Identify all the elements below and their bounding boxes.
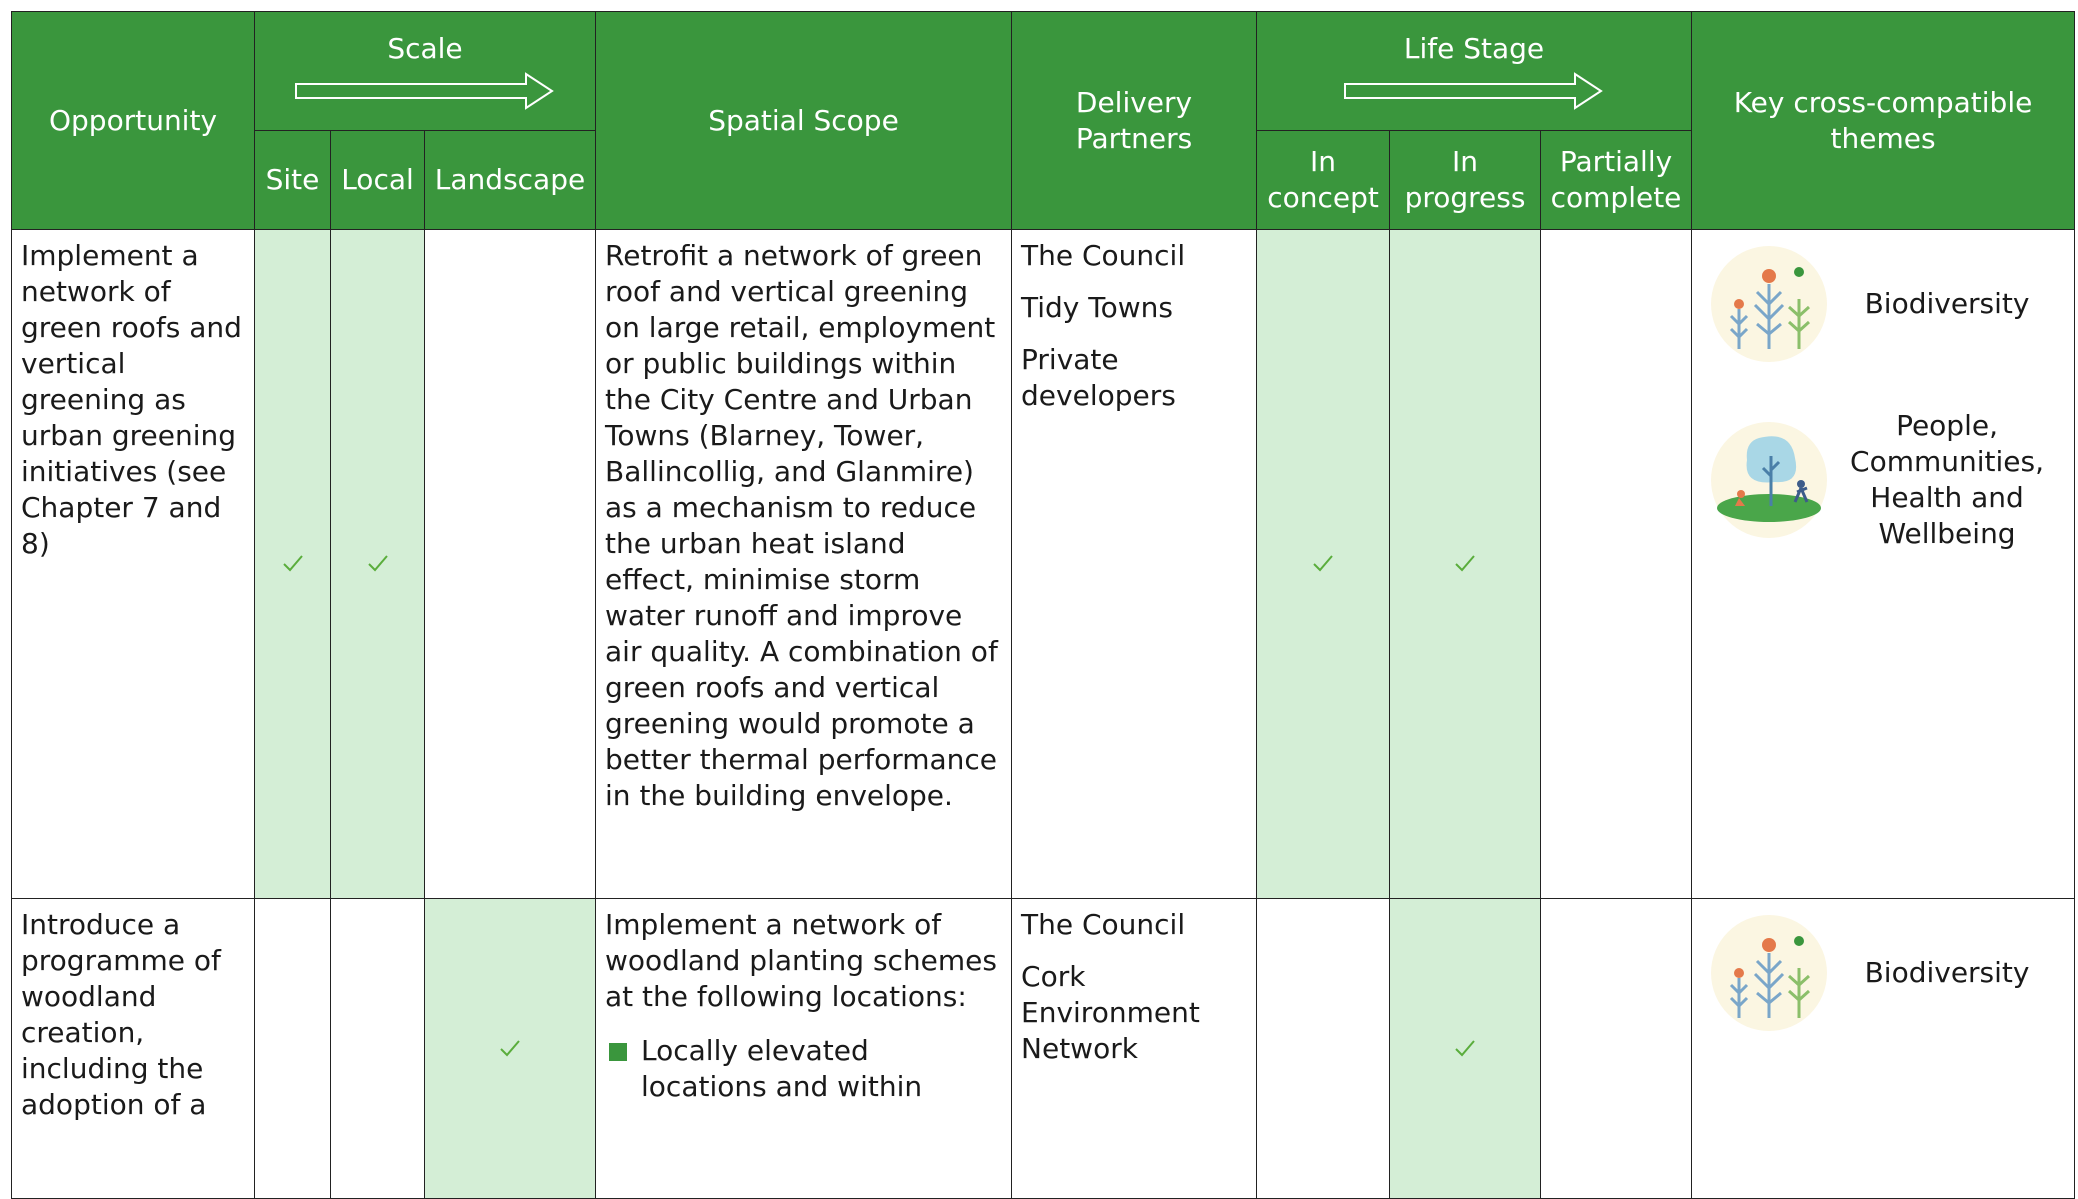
header-text: Key cross-compatible themes xyxy=(1733,85,2033,155)
header-row: Opportunity Scale Spatial Scope Delivery… xyxy=(11,11,2076,230)
header-row: Site Local Landscape In concept In progress P… xyxy=(12,130,2075,230)
opportunities-table: Opportunity Scale Spatial Scope Delivery… xyxy=(11,11,2076,1199)
header-text: Delivery Partners xyxy=(1075,85,1193,155)
header-group: Life Stage xyxy=(1256,11,1693,131)
delivery-partners-cell: The Council Cork Environment Network xyxy=(1011,898,1258,1199)
partner: The Council xyxy=(1021,908,1186,941)
theme: People, Communities, Health and Wellbein… xyxy=(1709,408,2065,552)
life_stage-cell xyxy=(1540,898,1693,1199)
table-row: Introduce a programme of woodland creati… xyxy=(11,898,2076,1199)
delivery-partners-cell: The Council Tidy Towns Private developers xyxy=(1011,229,1258,899)
biodiversity-icon xyxy=(1711,915,1828,1031)
header-text: Local xyxy=(341,163,414,196)
scale-cell xyxy=(254,229,331,899)
life_stage-cell xyxy=(1256,229,1391,899)
life_stage-cell xyxy=(1540,229,1693,899)
header-text: Site xyxy=(265,163,320,196)
header-cell: Opportunity xyxy=(11,11,255,230)
scale-cell xyxy=(423,229,597,899)
table-body: Implement a network of green roofs and v… xyxy=(11,229,2076,1199)
scale-cell xyxy=(330,898,425,1199)
bullet-list: Locally elevated locations and within xyxy=(605,1033,1002,1105)
scale-cell xyxy=(423,898,597,1199)
header-cell: Landscape xyxy=(423,130,597,230)
spatial-scope-text: Implement a network of woodland planting… xyxy=(605,908,997,1013)
partner: Cork Environment Network xyxy=(1021,960,1200,1065)
themes-cell: Biodiversity People, Communities, Health … xyxy=(1691,229,2076,899)
header-text: Opportunity xyxy=(48,103,218,137)
check-icon xyxy=(1455,1039,1475,1056)
spatial-scope-cell: Retrofit a network of green roof and ver… xyxy=(595,229,1013,899)
life_stage-cell xyxy=(1389,229,1542,899)
bullet-item: Locally elevated locations and within xyxy=(605,1033,1002,1105)
theme-label: Biodiversity xyxy=(1864,287,2030,320)
theme-label: Biodiversity xyxy=(1864,956,2030,989)
theme-label: People, Communities, Health and Wellbein… xyxy=(1850,409,2045,550)
spatial-scope-text: Retrofit a network of green roof and ver… xyxy=(605,239,998,812)
check-icon xyxy=(282,555,303,572)
check-icon xyxy=(500,1039,520,1056)
header-text: Landscape xyxy=(434,163,586,196)
life_stage-cell xyxy=(1389,898,1542,1199)
check-icon xyxy=(1313,555,1333,572)
themes-cell: Biodiversity xyxy=(1691,898,2076,1199)
header-cell: Site xyxy=(254,130,331,230)
theme: Biodiversity xyxy=(1709,913,2065,1033)
scale-cell xyxy=(254,898,331,1199)
header-text: In concept xyxy=(1267,145,1379,214)
header-text: Scale xyxy=(387,32,463,65)
opportunity-text: Introduce a programme of woodland creati… xyxy=(21,908,221,1121)
people-icon xyxy=(1711,422,1828,538)
table-header: Opportunity Scale Spatial Scope Delivery… xyxy=(11,11,2076,230)
header-group: Scale xyxy=(253,11,597,131)
header-cell: Spatial Scope xyxy=(595,11,1013,230)
header-cell: Delivery Partners xyxy=(1011,11,1258,230)
scale-cell xyxy=(330,229,425,899)
partner: Private developers xyxy=(1021,343,1176,412)
partner: Tidy Towns xyxy=(1021,291,1173,324)
header-cell: In concept xyxy=(1256,130,1391,230)
header-text: Spatial Scope xyxy=(708,103,899,137)
page: Opportunity Scale Spatial Scope Delivery… xyxy=(11,11,2076,1199)
header-text: Partially complete xyxy=(1550,145,1682,214)
opportunity-text: Implement a network of green roofs and v… xyxy=(21,239,242,560)
header-text: In progress xyxy=(1404,145,1526,214)
arrow-icon xyxy=(1344,72,1603,110)
header-cell: Partially complete xyxy=(1540,130,1693,230)
spatial-scope-cell: Implement a network of woodland planting… xyxy=(595,898,1013,1199)
opportunity-cell: Implement a network of green roofs and v… xyxy=(11,229,255,899)
biodiversity-icon xyxy=(1711,246,1828,362)
life_stage-cell xyxy=(1256,898,1391,1199)
header-cell: Local xyxy=(330,130,425,230)
header-cell: Key cross-compatible themes xyxy=(1691,11,2076,230)
arrow-icon xyxy=(295,72,554,110)
header-text: Life Stage xyxy=(1403,32,1545,65)
partner: The Council xyxy=(1021,239,1186,272)
table-row: Implement a network of green roofs and v… xyxy=(11,229,2076,899)
theme: Biodiversity xyxy=(1709,244,2065,364)
check-icon xyxy=(1455,555,1475,572)
opportunity-cell: Introduce a programme of woodland creati… xyxy=(11,898,255,1199)
check-icon xyxy=(367,555,388,572)
header-cell: In progress xyxy=(1389,130,1542,230)
